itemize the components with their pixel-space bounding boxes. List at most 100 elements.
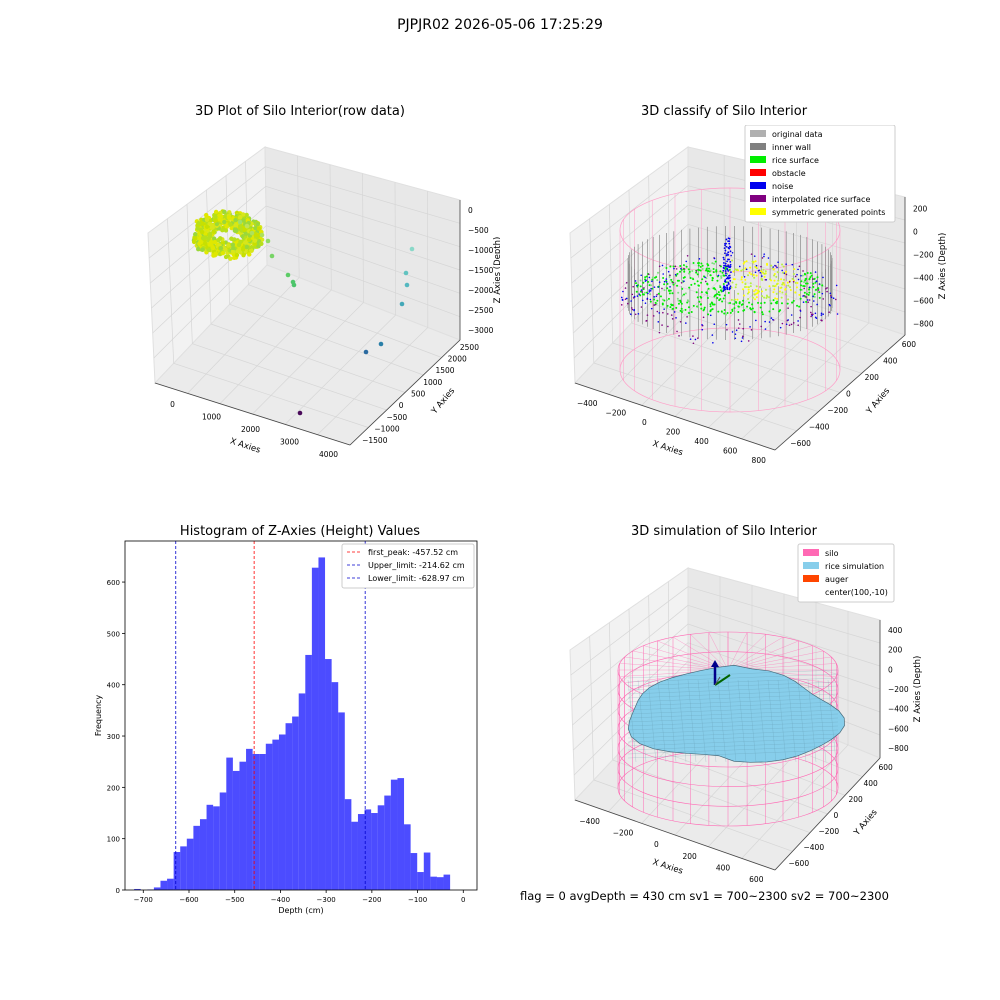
rice-point [649,293,652,296]
noise-point [826,287,828,289]
noise-point [704,280,707,283]
rice-point [716,293,719,296]
histogram-bar [338,712,345,890]
noise-point [810,311,812,314]
noise-point [645,320,647,322]
x-axis-label: X Axies [651,439,684,458]
y-tick-label: 400 [864,779,879,788]
noise-point [805,296,807,298]
raw-point [241,252,246,258]
auger-icon [714,676,721,686]
noise-point [640,289,643,291]
rice-point [806,282,809,285]
noise-point [644,302,647,304]
rice-point [715,270,718,273]
noise-point [724,252,726,255]
noise-point [631,293,634,296]
raw-point [243,231,248,236]
y-axis-line [774,334,906,451]
rice-point [781,283,784,286]
noise-point [650,307,653,310]
noise-point [726,329,728,331]
rice-point [711,302,714,305]
rice-point [645,275,648,278]
rice-point [720,290,723,293]
classify-plot-title: 3D classify of Silo Interior [640,104,808,119]
rice-point [661,302,664,305]
noise-point [787,307,789,309]
raw-point [234,252,240,258]
x-tick-label: 200 [683,852,698,861]
rice-point [696,273,699,276]
rice-point [809,272,812,275]
raw-point [228,222,233,227]
y-tick-label: −200 [819,827,840,836]
noise-point [712,341,714,344]
raw-point [244,244,249,250]
rice-point [668,275,671,278]
noise-point [633,308,635,311]
noise-point [797,320,799,322]
noise-point [675,268,678,270]
z-tick-label: −1500 [468,266,494,275]
rice-point [782,278,785,281]
z-tick-label: −200 [888,685,909,694]
legend-label: obstacle [772,169,806,178]
rice-point [695,291,698,294]
auger-icon [714,674,731,686]
rice-point [765,294,768,297]
rice-point [684,292,687,295]
rice-point [800,280,803,283]
rice-point [635,282,638,285]
noise-point [760,325,763,328]
x-tick-label: −200 [362,896,381,904]
rice-point [649,300,652,303]
raw-plot-title: 3D Plot of Silo Interior(row data) [195,104,405,119]
x-tick-label: −200 [613,829,634,838]
histogram-bar [232,770,240,890]
rice-point [701,267,704,270]
noise-point [760,265,762,268]
rice-point [731,308,734,311]
rice-point [716,296,719,299]
x-tick-label: −700 [134,896,153,904]
rice-point [681,294,684,297]
rice-point [791,301,794,304]
noise-point [673,267,675,270]
noise-point [640,274,642,277]
noise-point [667,270,670,273]
y-tick-label: 500 [411,390,426,399]
rice-point [771,267,774,270]
raw-point [202,241,208,246]
noise-point [727,258,729,261]
x-tick-label: 600 [749,875,764,884]
rice-point [808,291,811,294]
histogram-bar [404,824,411,890]
rice-point [755,296,758,299]
noise-point [802,270,804,272]
raw-point [378,341,384,347]
rice-point [738,301,741,304]
rice-point [807,293,810,296]
rice-point [651,278,654,281]
noise-point [798,265,801,268]
rice-point [772,268,775,271]
raw-point [236,242,242,248]
rice-point [735,283,738,286]
raw-point [233,217,238,223]
noise-point [835,298,837,301]
rice-point [733,307,736,310]
noise-point [722,269,725,272]
rice-point [681,309,684,312]
rice-point [656,279,659,282]
rice-point [676,284,679,287]
rice-point [815,288,818,291]
z-tick-label: 0 [913,228,918,237]
rice-point [642,293,645,296]
noise-point [725,254,728,257]
x-axis-line [574,799,776,871]
noise-point [648,289,651,291]
noise-point [728,242,731,245]
noise-point [685,260,688,263]
z-tick-label: −600 [913,297,934,306]
